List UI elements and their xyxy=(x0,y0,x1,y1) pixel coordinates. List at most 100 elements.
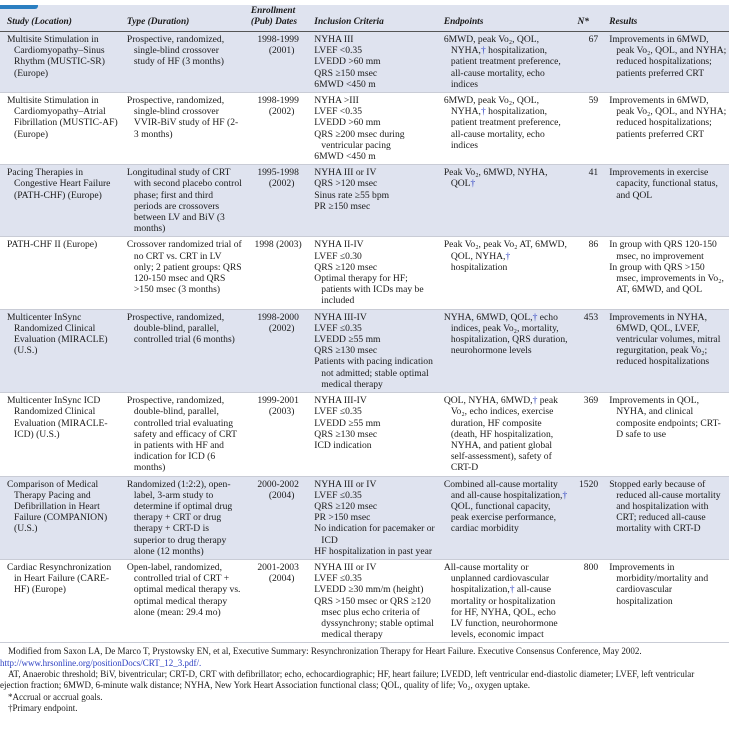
table-row: Multicenter InSync Randomized Clinical E… xyxy=(0,309,729,394)
criterion: Patients with pacing indication not admi… xyxy=(314,356,433,390)
study-cell-text: Pacing Therapies in Congestive Heart Fai… xyxy=(7,167,111,201)
dates-cell-text: 1999-2001 (2003) xyxy=(257,395,299,418)
dates-cell-text: 2001-2003 (2004) xyxy=(257,561,299,585)
primary-endpoint-dagger: † xyxy=(505,250,511,262)
study-cell-text: Multisite Stimulation in Cardiomyopathy–… xyxy=(7,95,118,140)
results-cell: Improvements in exercise capacity, funct… xyxy=(602,164,729,238)
type-cell-text: Open-label, randomized, controlled trial… xyxy=(126,561,241,618)
criterion: NYHA II-IV xyxy=(314,239,364,251)
criterion: QRS >120 msec xyxy=(314,178,378,190)
study-cell-text: Multicenter InSync Randomized Clinical E… xyxy=(7,311,108,357)
endpoints-cell: Combined all-cause mortality and all-cau… xyxy=(436,476,571,560)
criterion: LVEF ≤0.35 xyxy=(314,573,362,585)
criteria-cell: NYHA III-IV LVEF ≤0.35 LVEDD ≥55 mm QRS ≥13… xyxy=(307,392,437,477)
result-item: Improvements in morbidity/mortality and … xyxy=(609,561,709,607)
dates-cell: 1998 (2003) xyxy=(243,236,308,310)
criterion: NYHA III or IV xyxy=(314,167,377,179)
dates-cell: 2001-2003 (2004) xyxy=(243,559,308,644)
criterion: LVEDD >60 mm xyxy=(314,56,381,68)
criterion: PR >150 msec xyxy=(314,512,371,524)
endpoints-cell-text: All-cause mortality or unplanned cardiov… xyxy=(443,561,558,641)
criterion: Optimal therapy for HF; patients with IC… xyxy=(314,273,424,307)
endpoints-cell-text: Peak Vo₂, 6MWD, NYHA, QOL† xyxy=(443,167,548,190)
header-endpoints: Endpoints xyxy=(436,5,571,32)
study-cell: Pacing Therapies in Congestive Heart Fai… xyxy=(0,164,120,238)
type-cell-text: Prospective, randomized, double-blind, p… xyxy=(126,311,235,346)
header-results: Results xyxy=(602,5,729,32)
type-cell: Prospective, randomized, double-blind, p… xyxy=(119,309,244,394)
endpoints-cell-text: 6MWD, peak Vo₂, QOL, NYHA,† hospitalizat… xyxy=(443,95,561,151)
table-row: Multisite Stimulation in Cardiomyopathy–… xyxy=(0,31,729,94)
criterion: LVEDD ≥30 mm/m (height) xyxy=(314,584,424,596)
criterion: QRS >150 msec or QRS ≥120 msec plus echo… xyxy=(314,595,434,641)
endpoints-cell: 6MWD, peak Vo₂, QOL, NYHA,† hospitalizat… xyxy=(436,31,571,94)
criterion: LVEF ≤0.35 xyxy=(314,489,362,501)
criterion: LVEDD ≥55 mm xyxy=(314,417,381,429)
dates-cell: 1995-1998 (2002) xyxy=(243,164,308,238)
criterion: NYHA III-IV xyxy=(314,311,367,323)
results-cell: Improvements in NYHA, 6MWD, QOL, LVEF, v… xyxy=(602,309,729,394)
header-criteria: Inclusion Criteria xyxy=(307,5,437,32)
endpoints-cell-text: QOL, NYHA, 6MWD,† peak Vo₂, echo indices… xyxy=(443,395,558,474)
result-item: Improvements in exercise capacity, funct… xyxy=(609,167,718,201)
primary-endpoint-dagger: † xyxy=(509,584,515,596)
result-item: Improvements in NYHA, 6MWD, QOL, LVEF, v… xyxy=(609,311,721,368)
primary-endpoint-dagger: † xyxy=(480,106,486,118)
table-row: PATH-CHF II (Europe) Crossover randomized… xyxy=(0,236,729,310)
criterion: NYHA III or IV xyxy=(314,561,377,573)
results-cell: Improvements in QOL, NYHA, and clinical … xyxy=(602,392,729,477)
type-cell-text: Prospective, randomized, single-blind cr… xyxy=(126,34,225,68)
result-item: Improvements in 6MWD, peak Vo₂, QOL, and… xyxy=(609,34,727,79)
criterion: QRS ≥200 msec during ventricular pacing xyxy=(314,128,405,151)
criterion: QRS ≥120 msec xyxy=(314,500,378,512)
criteria-cell: NYHA III or IV QRS >120 msec Sinus rate ≥5… xyxy=(307,164,437,238)
criterion: 6MWD <450 m xyxy=(314,78,376,90)
criteria-cell: NYHA >III LVEF <0.35 LVEDD >60 mm QRS ≥200 … xyxy=(307,92,437,166)
header-study: Study (Location) xyxy=(0,5,120,32)
criterion: LVEF <0.35 xyxy=(314,106,362,118)
study-cell: Multicenter InSync Randomized Clinical E… xyxy=(0,309,120,394)
criterion: LVEDD >60 mm xyxy=(314,117,381,129)
header-n: N* xyxy=(570,5,603,32)
result-item: In group with QRS 120-150 msec, no impro… xyxy=(609,239,717,262)
n-cell: 59 xyxy=(570,92,603,166)
table-row: Comparison of Medical Therapy Pacing and… xyxy=(0,476,729,560)
endpoints-cell-text: NYHA, 6MWD, QOL,† echo indices, peak Vo₂… xyxy=(443,311,568,357)
n-cell: 67 xyxy=(570,31,603,94)
header-dates: Enrollment (Pub) Dates xyxy=(243,5,308,32)
dates-cell-text: 1998-1999 (2002) xyxy=(257,95,299,118)
criteria-cell: NYHA III or IV LVEF ≤0.35 QRS ≥120 msec PR … xyxy=(307,476,437,560)
primary-endpoint-dagger: † xyxy=(480,45,486,57)
endpoints-cell: NYHA, 6MWD, QOL,† echo indices, peak Vo₂… xyxy=(436,309,571,394)
study-cell: Multisite Stimulation in Cardiomyopathy–… xyxy=(0,31,120,94)
dates-cell-text: 1998-2000 (2002) xyxy=(257,311,299,334)
criterion: QRS ≥120 msec xyxy=(314,261,378,273)
dates-cell-text: 2000-2002 (2004) xyxy=(257,478,299,501)
dates-cell-text: 1995-1998 (2002) xyxy=(257,167,299,190)
criteria-cell: NYHA III LVEF <0.35 LVEDD >60 mm QRS ≥150 m… xyxy=(307,31,437,94)
type-cell-text: Prospective, randomized, single-blind cr… xyxy=(126,95,239,140)
criterion: NYHA III or IV xyxy=(314,478,377,490)
header-row: Study (Location) Type (Duration) Enrollm… xyxy=(0,5,729,32)
type-cell: Longitudinal study of CRT with second pl… xyxy=(119,164,244,238)
criterion: QRS ≥130 msec xyxy=(314,428,378,440)
criterion: No indication for pacemaker or ICD xyxy=(314,523,435,546)
dates-cell: 1998-2000 (2002) xyxy=(243,309,308,394)
result-item: Improvements in QOL, NYHA, and clinical … xyxy=(609,395,721,440)
primary-endpoint-dagger: † xyxy=(562,489,568,501)
type-cell: Crossover randomized trial of no CRT vs.… xyxy=(119,236,244,310)
criterion: LVEDD ≥55 mm xyxy=(314,334,381,346)
result-item: Stopped early because of reduced all-cau… xyxy=(609,478,721,535)
criterion: LVEF ≤0.30 xyxy=(314,250,362,262)
type-cell: Prospective, randomized, single-blind cr… xyxy=(119,31,244,94)
result-item: In group with QRS >150 msec, improvement… xyxy=(609,261,724,296)
source-link[interactable]: http://www.hrsonline.org/positionDocs/CR… xyxy=(0,657,202,668)
results-cell: Improvements in morbidity/mortality and … xyxy=(602,559,729,644)
criterion: LVEF <0.35 xyxy=(314,45,362,57)
criterion: Sinus rate ≥55 bpm xyxy=(314,189,390,201)
endpoints-cell: QOL, NYHA, 6MWD,† peak Vo₂, echo indices… xyxy=(436,392,571,477)
asterisk-note: *Accrual or accrual goals. xyxy=(8,691,103,702)
criterion: QRS ≥130 msec xyxy=(314,345,378,357)
table-row: Cardiac Resynchronization in Heart Failu… xyxy=(0,559,729,644)
endpoints-cell: Peak Vo₂, peak Vo₂ AT, 6MWD, QOL, NYHA,†… xyxy=(436,236,571,310)
